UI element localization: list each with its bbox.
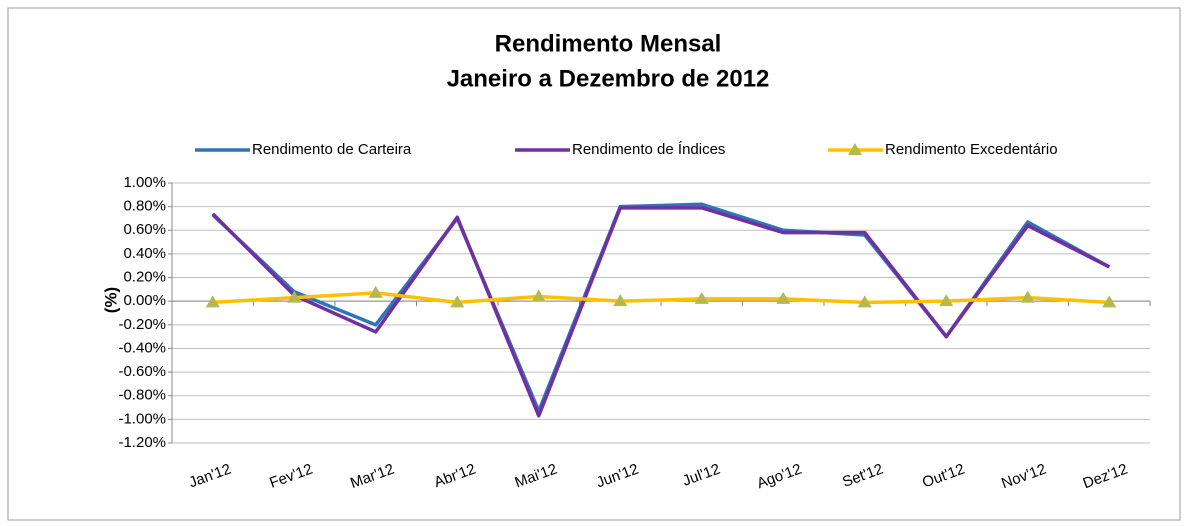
y-tick-label: 0.80% <box>123 198 166 215</box>
series-marker <box>1020 290 1035 303</box>
series-marker <box>1102 295 1117 308</box>
series-marker <box>450 295 465 308</box>
series-marker <box>776 291 791 304</box>
y-tick-label: 0.00% <box>123 292 166 309</box>
y-tick-label: 0.20% <box>123 269 166 286</box>
legend-label: Rendimento de Índices <box>572 141 725 158</box>
series-marker <box>205 295 220 308</box>
series-marker <box>694 291 709 304</box>
y-tick-label: 1.00% <box>123 174 166 191</box>
legend-label: Rendimento de Carteira <box>252 141 412 158</box>
chart-border <box>7 7 1181 521</box>
legend-label: Rendimento Excedentário <box>885 141 1058 158</box>
series-marker <box>368 285 383 298</box>
series-marker <box>531 289 546 302</box>
series-marker <box>613 294 628 307</box>
y-tick-label: -0.60% <box>118 363 166 380</box>
y-axis-label: (%) <box>101 287 120 313</box>
series-marker <box>857 295 872 308</box>
y-tick-label: -0.40% <box>118 339 166 356</box>
y-tick-label: -0.80% <box>118 387 166 404</box>
y-tick-label: 0.40% <box>123 245 166 262</box>
series-line <box>211 206 1111 418</box>
y-tick-label: -1.20% <box>118 434 166 451</box>
series-marker <box>939 294 954 307</box>
legend-marker <box>848 143 862 155</box>
chart-subtitle: Janeiro a Dezembro de 2012 <box>447 65 770 92</box>
chart-title: Rendimento Mensal <box>495 30 722 57</box>
y-tick-label: 0.60% <box>123 221 166 238</box>
y-tick-label: -1.00% <box>118 410 166 427</box>
series-line <box>212 291 1110 305</box>
y-tick-label: -0.20% <box>118 316 166 333</box>
series-marker <box>287 290 302 303</box>
